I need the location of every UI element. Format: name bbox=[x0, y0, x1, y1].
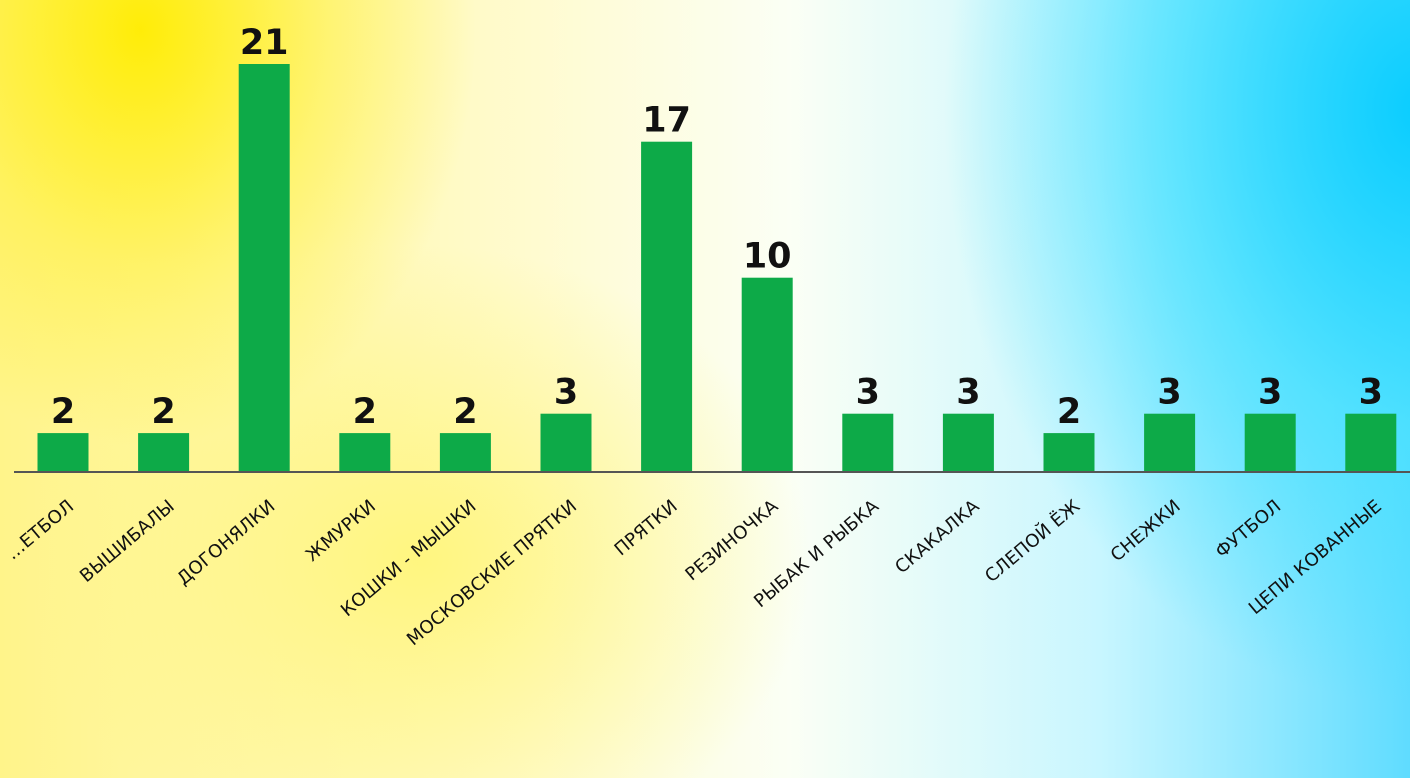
value-labels-group: 2 2 21 2 2 3 17 10 3 3 2 3 3 3 bbox=[51, 23, 1383, 432]
bar-6 bbox=[540, 413, 592, 472]
value-label-14: 3 bbox=[1359, 373, 1383, 413]
category-label-13: ФУТБОЛ bbox=[1212, 496, 1286, 563]
bar-12 bbox=[1144, 413, 1196, 472]
value-label-8: 10 bbox=[743, 237, 792, 277]
value-label-3: 21 bbox=[240, 23, 289, 63]
value-label-11: 2 bbox=[1057, 392, 1081, 432]
value-label-6: 3 bbox=[554, 373, 578, 413]
bar-14 bbox=[1345, 413, 1397, 472]
bar-2 bbox=[138, 433, 190, 472]
category-label-7: ПРЯТКИ bbox=[611, 496, 682, 561]
value-label-4: 2 bbox=[353, 392, 377, 432]
value-label-12: 3 bbox=[1157, 373, 1181, 413]
bar-8 bbox=[741, 277, 793, 472]
value-label-5: 2 bbox=[453, 392, 477, 432]
category-label-10: СКАКАЛКА bbox=[891, 495, 984, 578]
category-label-11: СЛЕПОЙ ЁЖ bbox=[980, 495, 1084, 587]
value-label-9: 3 bbox=[856, 373, 880, 413]
value-label-7: 17 bbox=[642, 101, 691, 141]
bar-1 bbox=[37, 433, 89, 472]
bar-11 bbox=[1043, 433, 1095, 472]
category-label-2: ВЫШИБАЛЫ bbox=[76, 496, 179, 587]
bar-3 bbox=[238, 64, 290, 472]
bar-5 bbox=[439, 433, 491, 472]
value-label-2: 2 bbox=[151, 392, 175, 432]
category-label-12: СНЕЖКИ bbox=[1107, 496, 1185, 566]
bar-13 bbox=[1244, 413, 1296, 472]
bar-9 bbox=[842, 413, 894, 472]
category-label-4: ЖМУРКИ bbox=[302, 496, 380, 566]
value-label-13: 3 bbox=[1258, 373, 1282, 413]
category-label-6: МОСКОВСКИЕ ПРЯТКИ bbox=[403, 496, 581, 650]
category-label-8: РЕЗИНОЧКА bbox=[681, 495, 782, 585]
bar-10 bbox=[942, 413, 994, 472]
category-label-3: ДОГОНЯЛКИ bbox=[173, 496, 279, 590]
value-label-10: 3 bbox=[956, 373, 980, 413]
bar-4 bbox=[339, 433, 391, 472]
bar-7 bbox=[641, 141, 693, 472]
bars-group bbox=[37, 64, 1397, 472]
value-label-1: 2 bbox=[51, 392, 75, 432]
category-label-1: …ЕТБОЛ bbox=[2, 496, 78, 565]
